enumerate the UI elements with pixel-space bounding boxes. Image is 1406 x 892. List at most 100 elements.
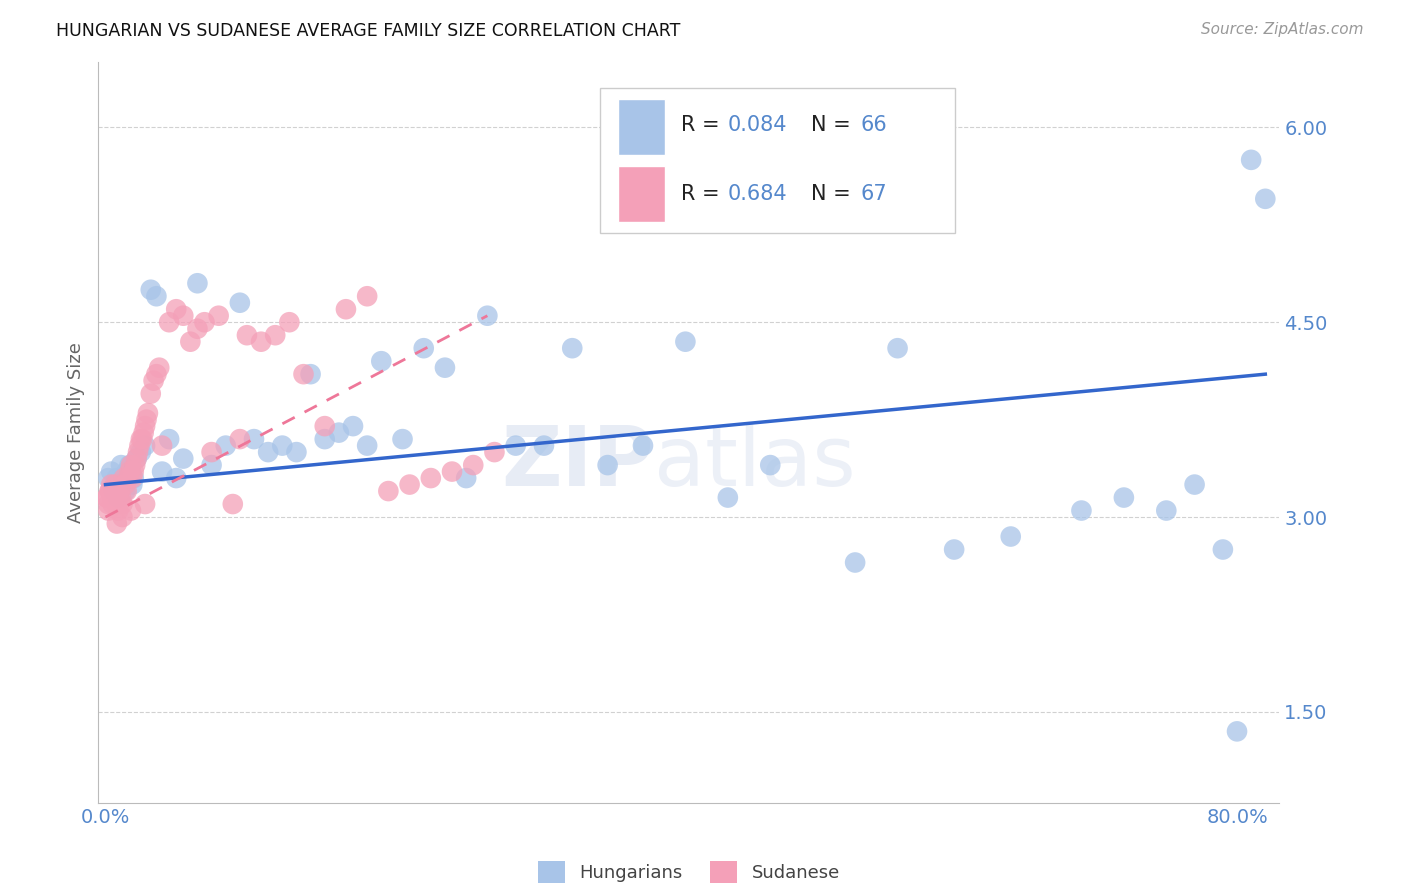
Point [328, 425, 350, 440]
Text: R =: R = [681, 115, 725, 136]
Point [759, 458, 782, 472]
Point [134, 497, 156, 511]
Point [129, 445, 152, 459]
Point [264, 328, 287, 343]
Point [398, 477, 420, 491]
Point [150, 439, 173, 453]
Point [110, 458, 132, 472]
Point [157, 432, 180, 446]
Point [243, 432, 266, 446]
Y-axis label: Average Family Size: Average Family Size [66, 343, 84, 523]
Point [292, 367, 315, 381]
Point [250, 334, 273, 349]
Point [115, 484, 138, 499]
Point [377, 484, 399, 499]
Point [134, 439, 156, 453]
Point [120, 503, 142, 517]
Point [505, 439, 527, 453]
Point [97, 471, 120, 485]
Point [172, 309, 194, 323]
Point [484, 445, 506, 459]
Point [886, 341, 908, 355]
FancyBboxPatch shape [619, 99, 665, 155]
Point [1070, 503, 1092, 517]
Point [120, 458, 142, 472]
Text: R =: R = [681, 185, 725, 204]
Point [314, 432, 336, 446]
Text: 0.684: 0.684 [728, 185, 787, 204]
Text: Source: ZipAtlas.com: Source: ZipAtlas.com [1201, 22, 1364, 37]
Point [200, 458, 222, 472]
Point [631, 439, 654, 453]
Point [96, 491, 118, 505]
Point [120, 465, 142, 479]
Point [125, 451, 148, 466]
Text: ZIP: ZIP [501, 422, 654, 503]
Point [105, 497, 128, 511]
Point [108, 484, 131, 499]
Point [117, 471, 139, 485]
Point [440, 465, 463, 479]
Point [98, 484, 121, 499]
Point [121, 471, 143, 485]
Point [943, 542, 966, 557]
Point [103, 484, 125, 499]
Point [100, 465, 122, 479]
Point [139, 283, 162, 297]
Point [193, 315, 215, 329]
Point [285, 445, 308, 459]
Point [135, 412, 157, 426]
Point [118, 458, 141, 472]
Point [114, 477, 136, 491]
Point [596, 458, 619, 472]
Point [139, 386, 162, 401]
Point [150, 465, 173, 479]
Point [124, 458, 146, 472]
Point [477, 309, 499, 323]
Text: N =: N = [811, 185, 858, 204]
Point [122, 465, 145, 479]
Point [101, 497, 124, 511]
Point [186, 322, 208, 336]
Point [356, 289, 378, 303]
Point [128, 439, 150, 453]
Point [142, 374, 165, 388]
Point [433, 360, 456, 375]
Point [122, 471, 145, 485]
Point [179, 334, 201, 349]
Point [844, 556, 866, 570]
Point [271, 439, 294, 453]
Point [111, 471, 134, 485]
Point [104, 477, 127, 491]
Point [100, 477, 122, 491]
Point [200, 445, 222, 459]
Point [1212, 542, 1234, 557]
Point [125, 451, 148, 466]
Point [257, 445, 280, 459]
Point [1226, 724, 1249, 739]
Point [127, 445, 149, 459]
Point [456, 471, 478, 485]
Point [222, 497, 245, 511]
Point [145, 367, 167, 381]
Text: 67: 67 [860, 185, 887, 204]
Point [97, 497, 120, 511]
Point [101, 491, 124, 505]
Point [115, 465, 138, 479]
Text: 0.084: 0.084 [728, 115, 787, 136]
Legend: Hungarians, Sudanese: Hungarians, Sudanese [538, 861, 839, 882]
Point [129, 432, 152, 446]
Point [107, 491, 129, 505]
Point [145, 289, 167, 303]
FancyBboxPatch shape [600, 88, 955, 233]
Point [533, 439, 555, 453]
Point [314, 419, 336, 434]
Point [229, 432, 252, 446]
Point [111, 497, 134, 511]
Point [96, 491, 118, 505]
Point [114, 484, 136, 499]
Point [1254, 192, 1277, 206]
Point [1112, 491, 1135, 505]
Point [132, 425, 155, 440]
Point [134, 419, 156, 434]
